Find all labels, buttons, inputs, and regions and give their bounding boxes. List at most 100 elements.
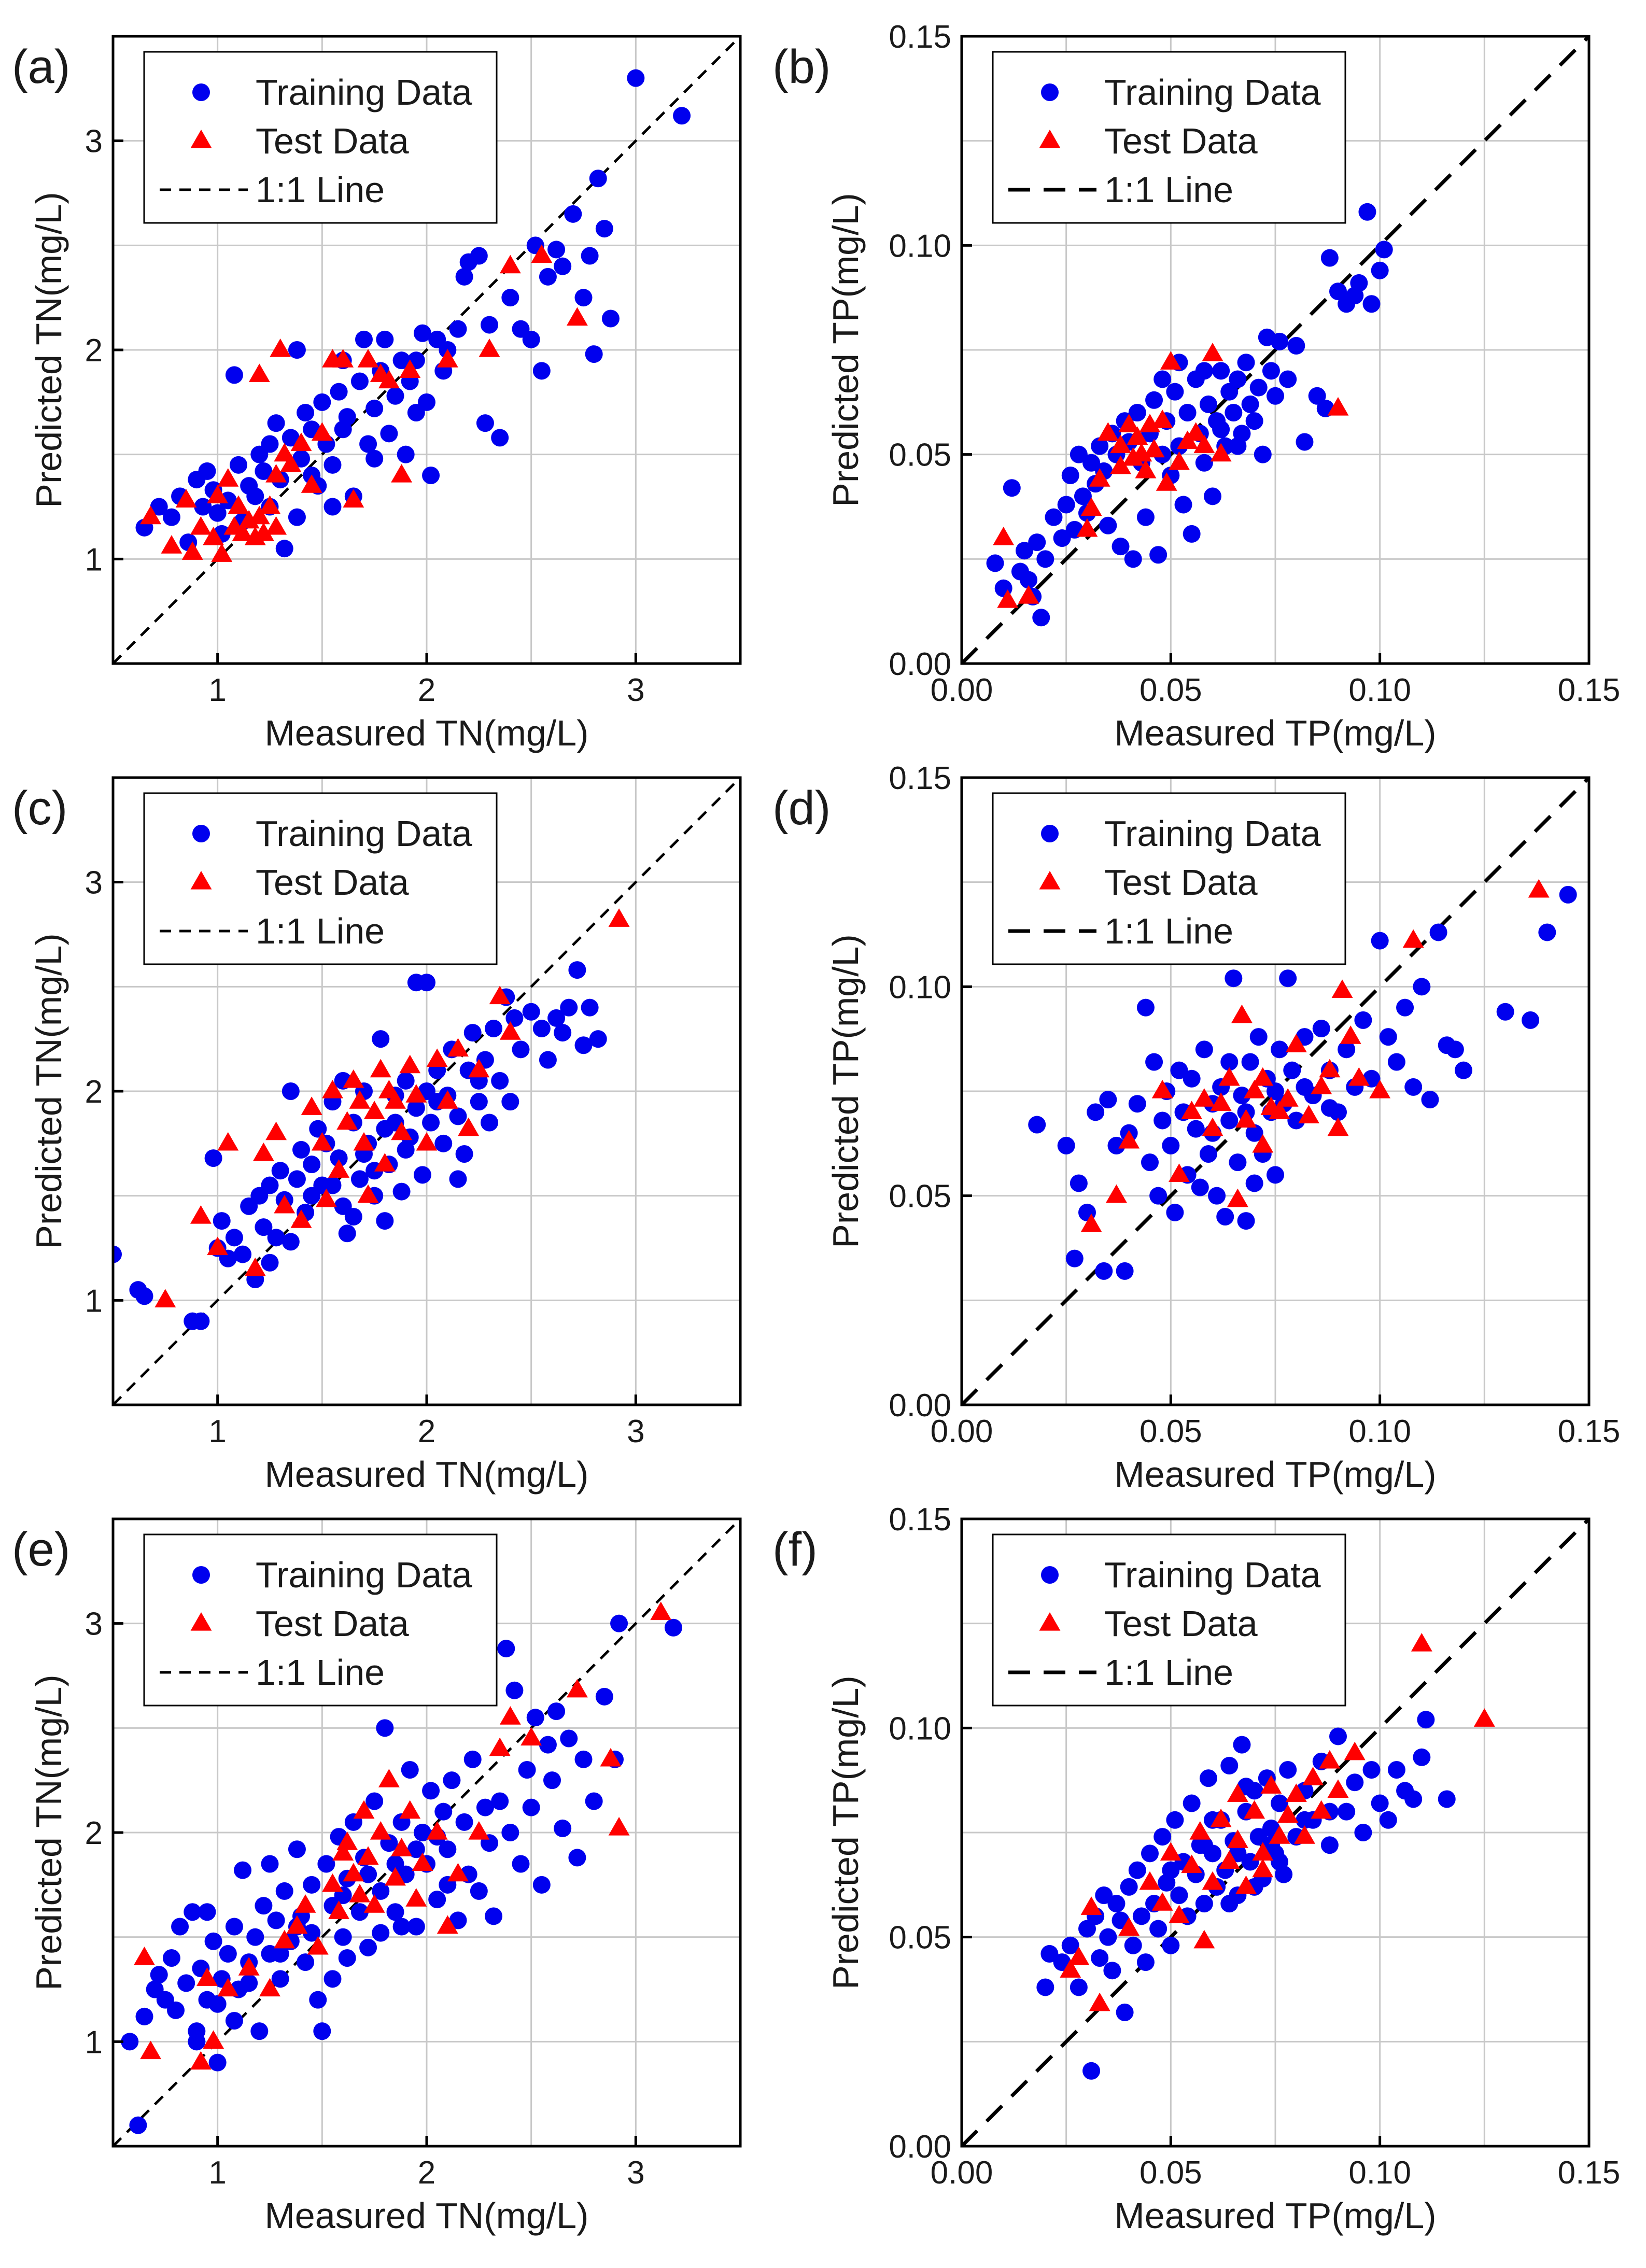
test-series [154, 908, 630, 1307]
test-point [1227, 1829, 1248, 1848]
test-point [1411, 1633, 1432, 1652]
test-point [332, 349, 354, 368]
training-point [275, 1882, 293, 1900]
training-point [1170, 1061, 1188, 1079]
training-point [1149, 546, 1167, 564]
test-point [363, 1101, 385, 1119]
test-point [1210, 1808, 1232, 1827]
test-point [1110, 434, 1131, 454]
training-point [359, 435, 377, 453]
training-point [1103, 1962, 1121, 1980]
legend-test-label: Test Data [256, 862, 409, 903]
training-point [1136, 998, 1155, 1017]
test-point [315, 1188, 337, 1207]
training-point [1271, 1794, 1289, 1812]
test-point [1340, 1025, 1361, 1044]
panel-b: 0.00 0.05 0.10 0.15 0.00 0.05 0.10 0.15 Measured… [772, 19, 1620, 753]
x-axis-label: Measured TP(mg/L) [1114, 1454, 1436, 1495]
training-point [413, 1166, 431, 1184]
training-point [1095, 1886, 1113, 1904]
training-point [271, 1945, 289, 1963]
training-point [1162, 1861, 1180, 1879]
training-point [309, 1991, 327, 2009]
test-point [248, 505, 270, 525]
training-point [1082, 454, 1101, 472]
y-tick-label: 3 [85, 1607, 103, 1642]
training-point [491, 1072, 509, 1090]
training-point [547, 1009, 566, 1027]
training-point [1091, 1949, 1109, 1967]
training-point [1404, 1078, 1423, 1096]
training-point [422, 1782, 440, 1800]
training-point [261, 1855, 279, 1873]
test-point [217, 1978, 239, 1997]
test-point [1227, 1188, 1248, 1207]
test-point [566, 1679, 588, 1698]
training-point [512, 1040, 530, 1059]
test-point [349, 1090, 371, 1109]
y-tick-label: 0.10 [889, 228, 951, 264]
training-point [303, 1156, 321, 1174]
test-point [207, 485, 229, 503]
test-point [447, 1863, 469, 1882]
legend-test-marker [190, 1612, 212, 1631]
test-point [190, 2051, 212, 2070]
test-point [1169, 1163, 1190, 1182]
training-point [1166, 1203, 1184, 1221]
training-point [601, 309, 620, 328]
test-point [1106, 1184, 1127, 1203]
test-point [378, 1080, 400, 1098]
training-point [1229, 437, 1247, 455]
training-point [1082, 2062, 1101, 2080]
y-axis-label: Predicted TN(mg/L) [29, 933, 69, 1249]
training-point [303, 1876, 321, 1894]
training-point [1271, 332, 1289, 350]
training-point [397, 1140, 415, 1159]
training-point [297, 404, 315, 421]
training-point [397, 445, 415, 463]
training-point [1329, 283, 1347, 301]
training-point [1178, 404, 1197, 421]
test-point [1156, 472, 1177, 491]
test-point [252, 1143, 274, 1161]
test-point [270, 339, 291, 357]
x-tick-label: 0.00 [931, 672, 993, 708]
test-point [1269, 1101, 1290, 1119]
training-point [1387, 1053, 1405, 1071]
legend: Training Data Test Data 1:1 Line [143, 1533, 498, 1707]
test-point [217, 1132, 239, 1151]
training-point [1379, 1028, 1397, 1046]
training-point [350, 1903, 369, 1921]
training-point [1170, 1886, 1188, 1904]
training-point [392, 1182, 411, 1201]
training-point [1183, 1794, 1201, 1812]
training-point [470, 247, 488, 265]
training-point [1212, 362, 1230, 380]
training-point [129, 2116, 147, 2134]
training-point [1070, 1174, 1088, 1192]
test-point [1327, 397, 1349, 416]
training-point [282, 429, 300, 447]
training-point [392, 1918, 411, 1936]
training-point [1128, 1861, 1146, 1879]
training-point [230, 456, 247, 474]
training-point [1312, 1020, 1330, 1037]
training-point [564, 205, 582, 223]
training-point [1271, 1040, 1289, 1059]
training-point [455, 267, 473, 286]
training-point [323, 456, 342, 474]
training-point [288, 508, 306, 526]
legend-training-label: Training Data [256, 813, 472, 854]
training-point [449, 1170, 467, 1188]
test-point [1331, 979, 1353, 998]
training-point [1099, 1928, 1117, 1946]
training-point [610, 1614, 628, 1632]
training-point [986, 554, 1004, 572]
training-point [1296, 1811, 1314, 1829]
legend-training-label: Training Data [1104, 1555, 1321, 1595]
training-point [554, 1024, 572, 1042]
test-point [489, 1737, 511, 1756]
test-point [1252, 1067, 1274, 1086]
training-point [1036, 1978, 1054, 1996]
training-point [392, 351, 411, 370]
